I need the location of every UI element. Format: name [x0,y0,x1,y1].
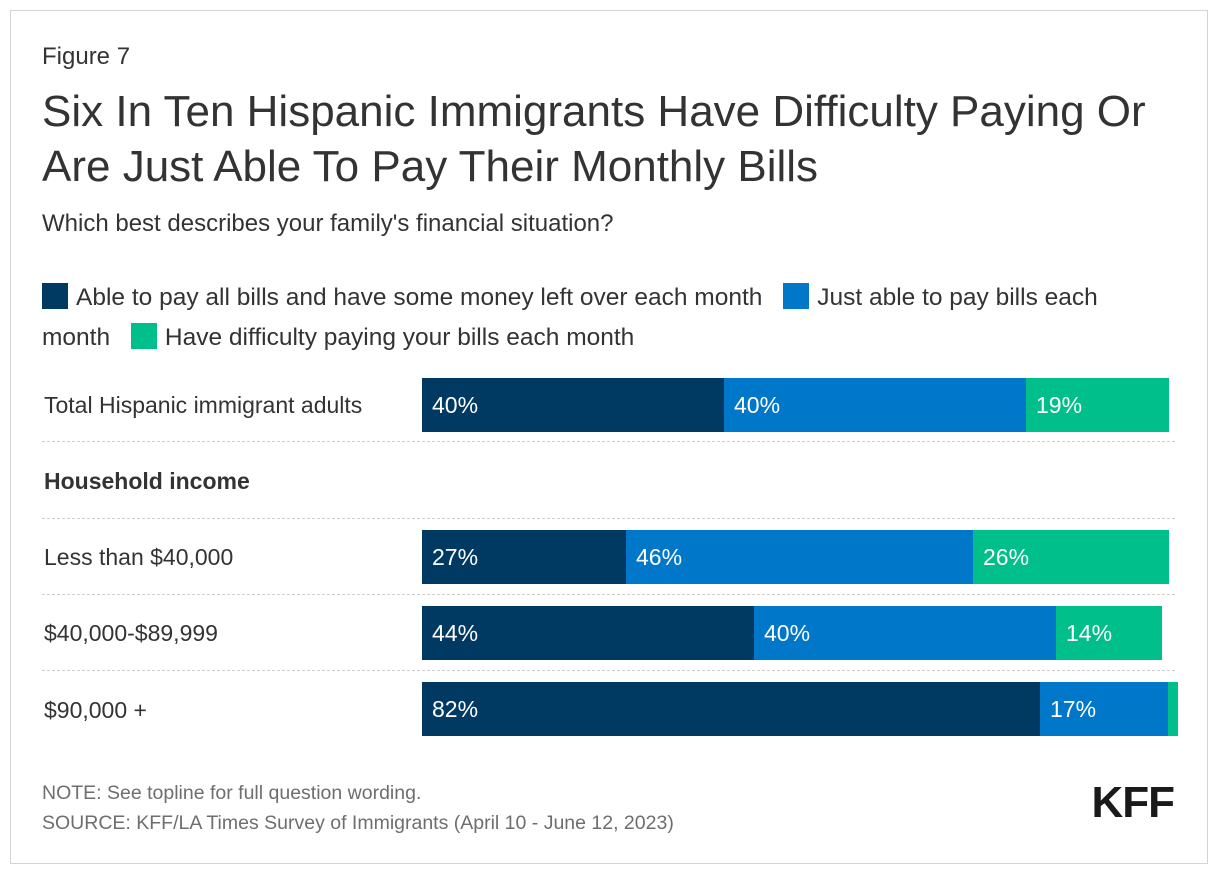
bar-segment-just: 40% [724,378,1026,432]
legend-item-difficulty: Have difficulty paying your bills each m… [130,323,635,351]
bar-segment-difficulty: 19% [1026,378,1169,432]
kff-logo: KFF [1091,778,1175,827]
row-label-income-low: Less than $40,000 [44,544,234,570]
legend-item-just: Just able to pay bills each month [42,283,1098,351]
bar-value-label: 40% [764,620,811,646]
bar-segment-just: 17% [1040,682,1168,736]
row-label-total: Total Hispanic immigrant adults [44,392,363,418]
group-heading: Household income [44,468,250,494]
bar-segment-difficulty: 26% [973,530,1169,584]
legend-label-able: Able to pay all bills and have some mone… [76,284,763,311]
source-text: SOURCE: KFF/LA Times Survey of Immigrant… [42,812,674,834]
footer-notes: NOTE: See topline for full question word… [42,778,674,838]
figure-label: Figure 7 [42,43,131,70]
row-separator [42,518,1175,519]
row-separator [42,594,1175,595]
bar-segment-difficulty [1168,682,1178,736]
chart-title: Six In Ten Hispanic Immigrants Have Diff… [42,87,1146,191]
legend: Able to pay all bills and have some mone… [42,278,1182,358]
legend-label-just: Just able to pay bills each month [42,284,1098,351]
bar-value-label: 19% [1036,392,1083,418]
bar-value-label: 82% [432,696,479,722]
legend-swatch-difficulty [130,323,157,349]
note-text: NOTE: See topline for full question word… [42,782,422,804]
bar-value-label: 46% [636,544,683,570]
bar-segment-able: 40% [422,378,724,432]
bar-value-label: 27% [432,544,479,570]
bar-segment-just: 40% [754,606,1056,660]
row-label-income-high: $90,000 + [44,697,147,723]
bar-segment-able: 44% [422,606,754,660]
bar-segment-just: 46% [626,530,973,584]
row-separator [42,441,1175,442]
legend-label-difficulty: Have difficulty paying your bills each m… [164,324,635,351]
legend-item-able: Able to pay all bills and have some mone… [42,283,763,311]
bar-value-label: 44% [432,620,479,646]
bar-value-label: 40% [734,392,781,418]
bar-segment-difficulty: 14% [1056,606,1162,660]
bar-value-label: 26% [983,544,1030,570]
bar-value-label: 17% [1050,696,1097,722]
row-label-income-mid: $40,000-$89,999 [44,620,218,646]
bar-value-label: 14% [1066,620,1113,646]
legend-swatch-able [42,283,68,309]
bar-segment-able: 82% [422,682,1040,736]
bar-value-label: 40% [432,392,479,418]
legend-swatch-just [783,283,810,309]
chart-subtitle: Which best describes your family's finan… [42,210,614,237]
row-separator [42,670,1175,671]
bar-segment-able: 27% [422,530,626,584]
